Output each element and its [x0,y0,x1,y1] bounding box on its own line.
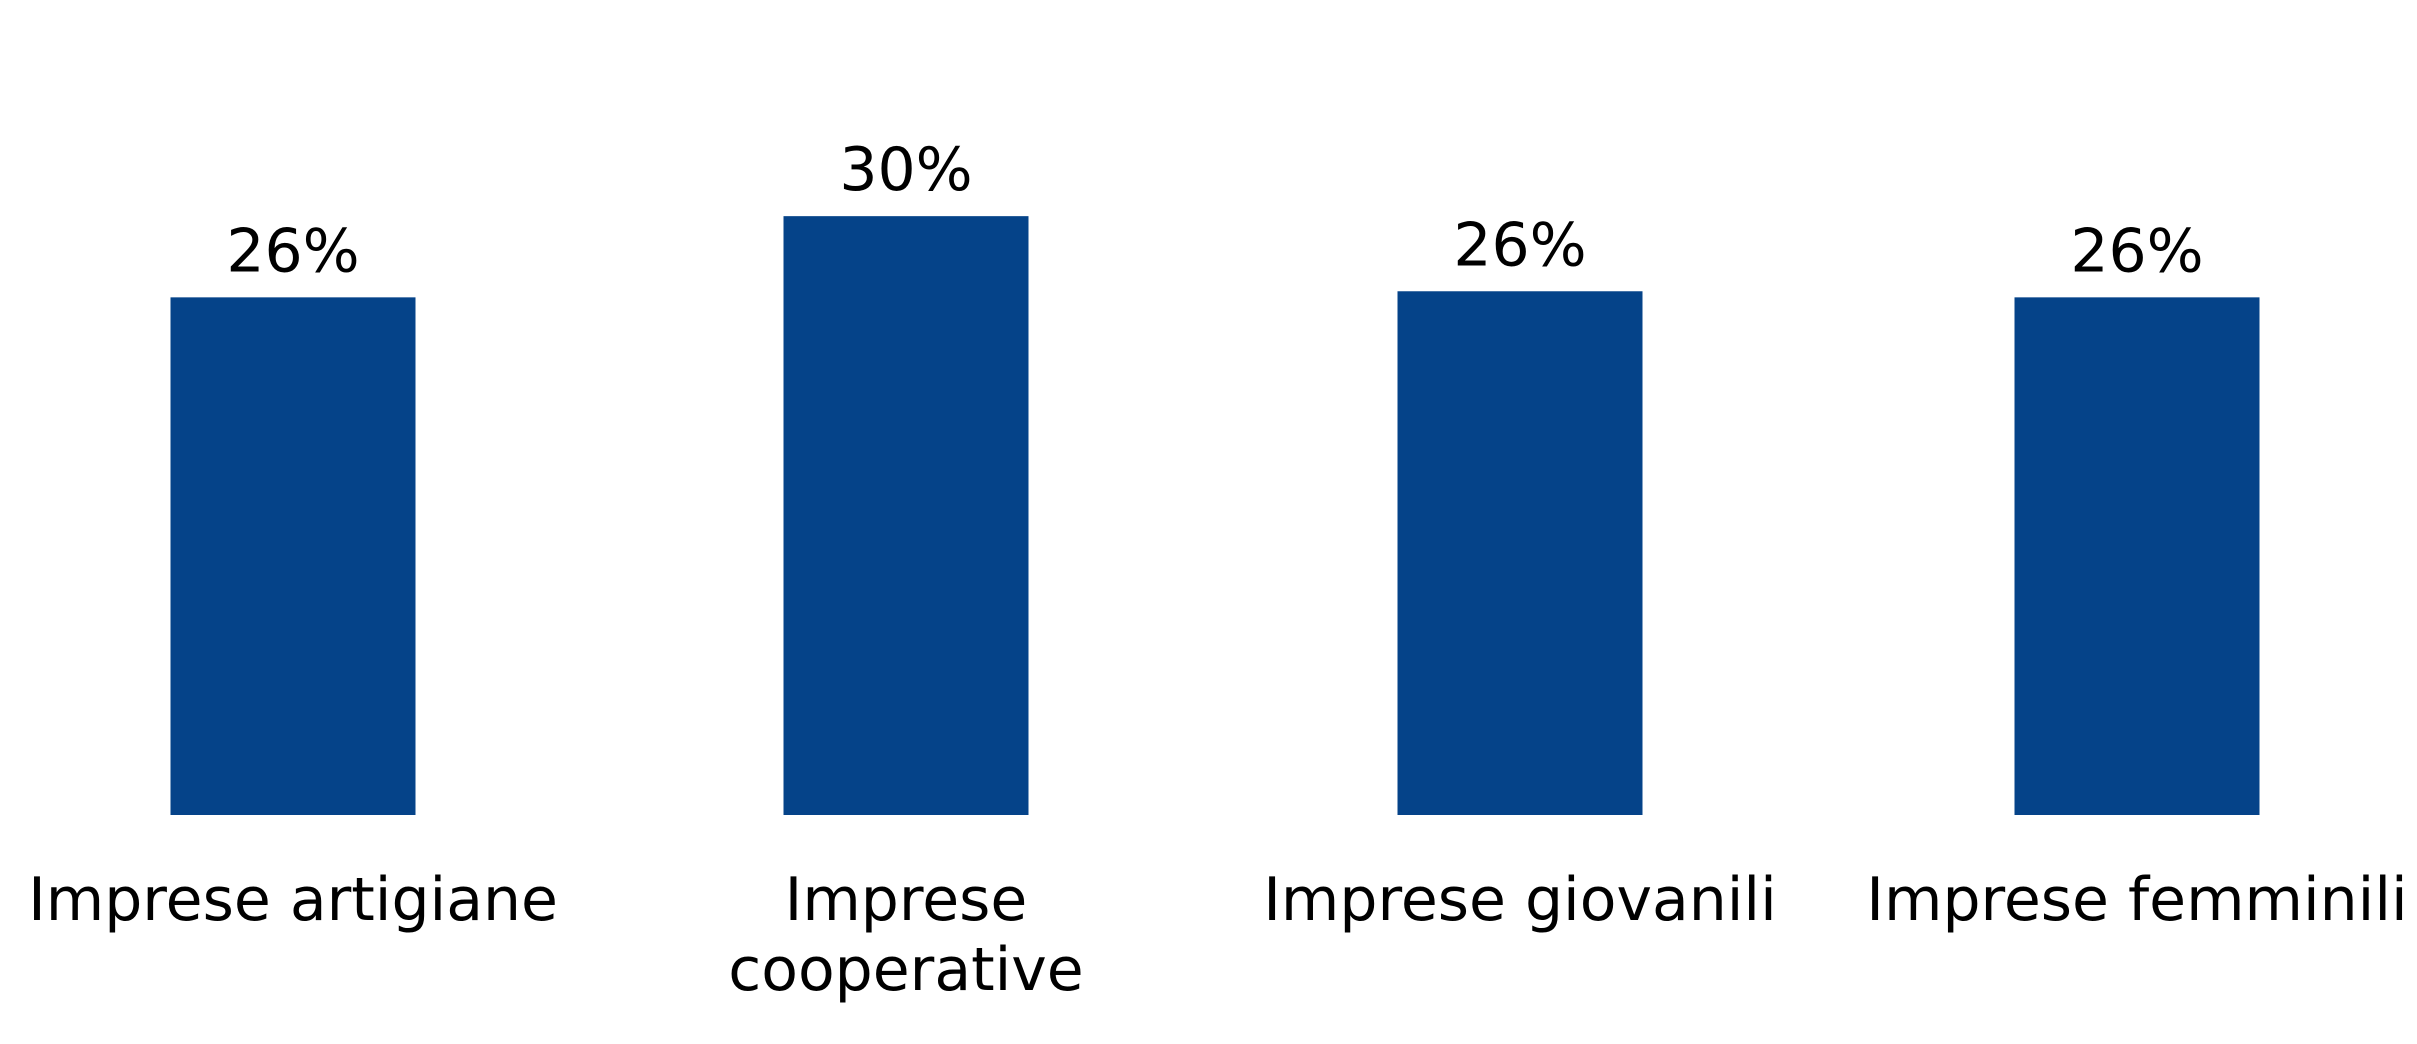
data-label: 26% [226,216,359,286]
category-label: Imprese cooperative [728,865,1083,1005]
category-label: Imprese femminili [1866,865,2407,935]
category-label-line: Imprese artigiane [28,865,558,935]
category-label: Imprese artigiane [28,865,558,935]
category-label-line: Imprese [785,865,1028,935]
category-label: Imprese giovanili [1263,865,1777,935]
category-label-line: Imprese femminili [1866,865,2407,935]
bar [170,297,416,816]
data-label: 26% [2070,216,2203,286]
bar [1397,291,1643,815]
bar [2014,297,2260,816]
bar [783,216,1029,815]
data-label: 26% [1453,210,1586,280]
data-label: 30% [839,135,972,205]
category-label-line: cooperative [728,935,1083,1005]
category-label-line: Imprese giovanili [1263,865,1777,935]
